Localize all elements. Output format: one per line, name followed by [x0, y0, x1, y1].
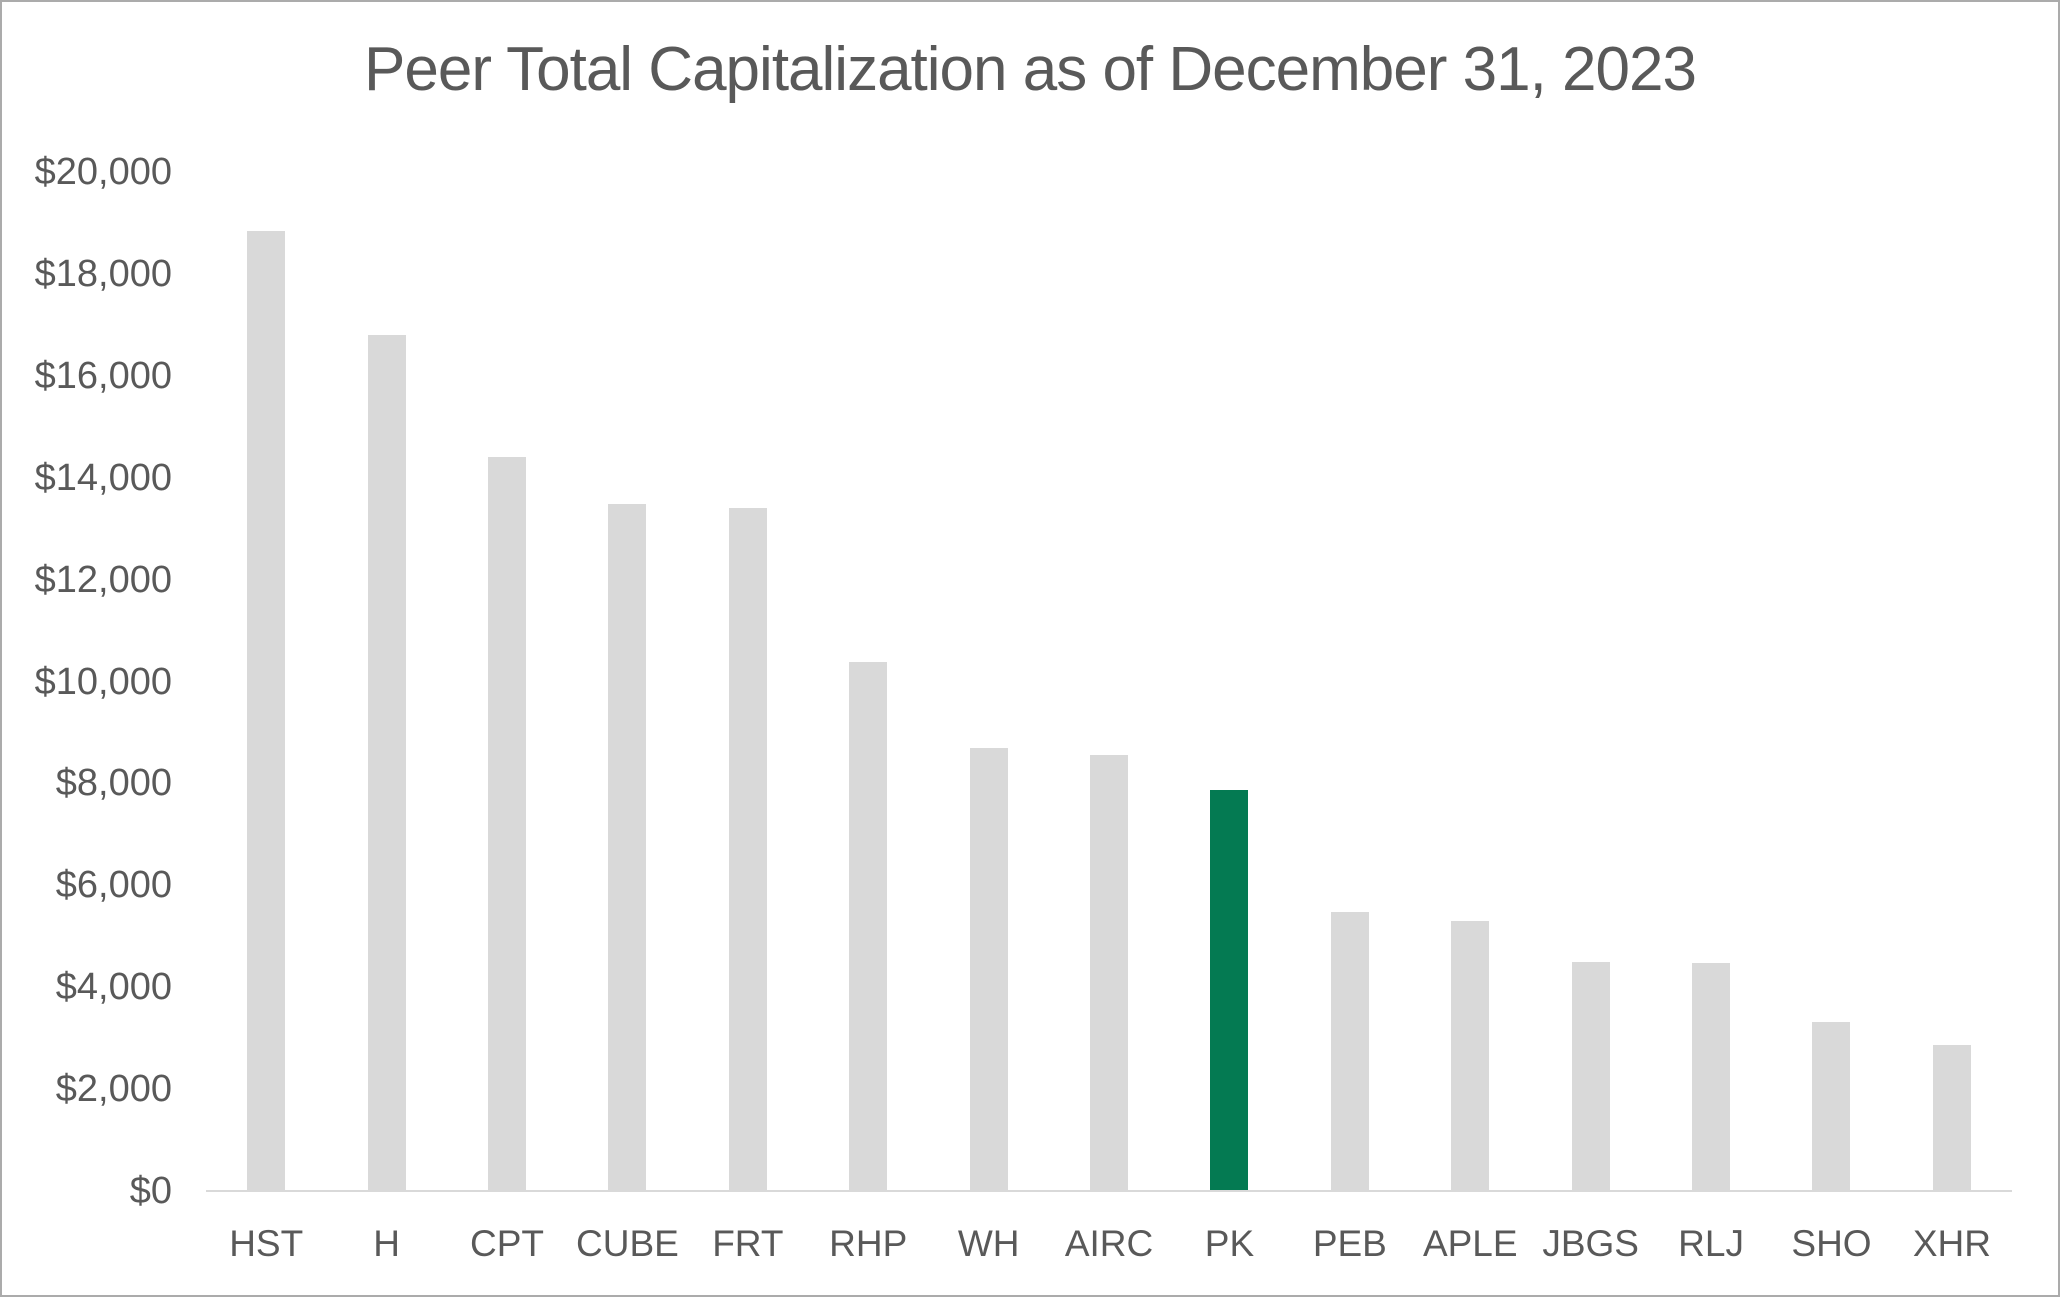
bar-column [808, 172, 928, 1191]
bar-column [1049, 172, 1169, 1191]
bar-column [1771, 172, 1891, 1191]
bar-column [326, 172, 446, 1191]
x-tick-label-rhp: RHP [829, 1223, 908, 1264]
x-tick-label-airc: AIRC [1064, 1223, 1154, 1264]
bar-aple [1451, 920, 1490, 1191]
bar-xhr [1932, 1044, 1971, 1191]
plot-area [206, 172, 2012, 1191]
bar-rlj [1692, 963, 1731, 1191]
x-tick-label-wh: WH [957, 1223, 1020, 1264]
y-tick-label: $4,000 [55, 966, 172, 1009]
x-axis-labels: HST H CPT CUBE FRT RHP WH AIRC PK PEB APLE JBGS RLJ S… [206, 1225, 2012, 1262]
y-tick-label: $2,000 [55, 1068, 172, 1111]
y-tick-label: $18,000 [34, 252, 172, 295]
bar-column [1410, 172, 1530, 1191]
bar-jbgs [1571, 961, 1610, 1191]
bar-pk [1210, 789, 1249, 1191]
bar-h [367, 335, 406, 1191]
x-tick-label-xhr: XHR [1912, 1223, 1991, 1264]
x-tick-label-cpt: CPT [470, 1223, 545, 1264]
bar-column [1892, 172, 2012, 1191]
bar-column [1651, 172, 1771, 1191]
bar-column [1290, 172, 1410, 1191]
bar-cube [608, 504, 647, 1191]
bar-rhp [849, 662, 888, 1191]
bar-frt [728, 508, 767, 1191]
x-tick-label-h: H [373, 1223, 400, 1264]
bar-column [1169, 172, 1289, 1191]
y-tick-label: $8,000 [55, 762, 172, 805]
y-tick-label: $16,000 [34, 354, 172, 397]
bar-column [928, 172, 1048, 1191]
chart-title: Peer Total Capitalization as of December… [364, 35, 1697, 104]
x-tick-label-aple: APLE [1422, 1223, 1518, 1264]
y-tick-label: $20,000 [34, 151, 172, 193]
x-tick-label-sho: SHO [1791, 1223, 1872, 1264]
y-tick-label: $14,000 [34, 456, 172, 499]
x-tick-label-jbgs: JBGS [1542, 1223, 1639, 1264]
bar-column [206, 172, 326, 1191]
y-tick-label: $10,000 [34, 660, 172, 703]
x-tick-label-cube: CUBE [576, 1223, 679, 1264]
x-tick-label-rlj: RLJ [1678, 1223, 1744, 1264]
bar-airc [1090, 755, 1129, 1191]
y-tick-label: $0 [129, 1170, 172, 1212]
x-axis-line [206, 1190, 2012, 1192]
bar-hst [247, 230, 286, 1191]
bar-column [1530, 172, 1650, 1191]
bar-wh [969, 747, 1008, 1191]
y-tick-label: $12,000 [34, 558, 172, 601]
bar-peb [1330, 912, 1369, 1191]
bar-column [688, 172, 808, 1191]
x-tick-label-hst: HST [229, 1223, 304, 1264]
bar-column [447, 172, 567, 1191]
bar-cpt [488, 457, 527, 1191]
x-tick-label-frt: FRT [712, 1223, 784, 1264]
bar-sho [1812, 1021, 1851, 1191]
x-tick-label-peb: PEB [1312, 1223, 1387, 1264]
bar-column [567, 172, 687, 1191]
x-tick-label-pk: PK [1204, 1223, 1255, 1264]
y-tick-label: $6,000 [55, 864, 172, 907]
